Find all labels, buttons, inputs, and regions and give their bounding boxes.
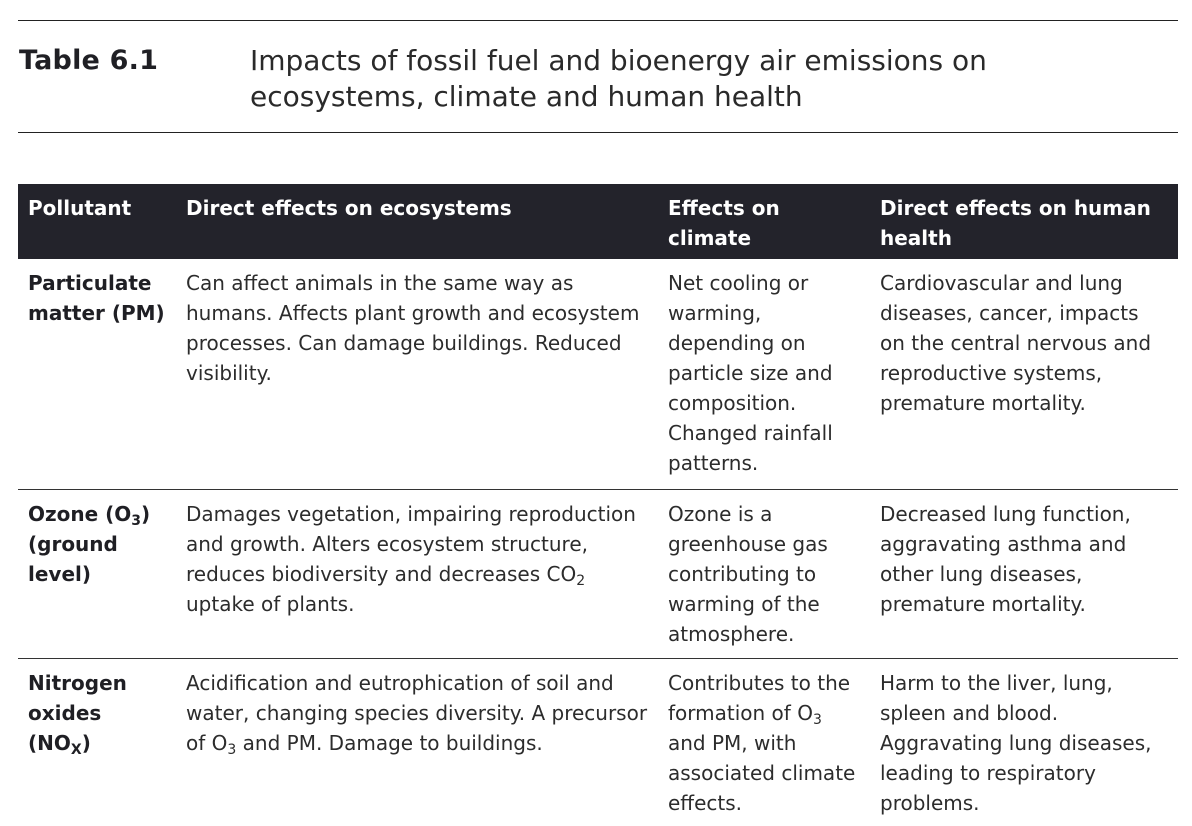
subscript: 2 xyxy=(576,573,585,589)
table-row-particulate-matter: Particulate matter (PM) Can affect anima… xyxy=(18,259,1178,490)
subscript: 3 xyxy=(227,742,236,758)
table-header: Pollutant Direct effects on ecosystems E… xyxy=(18,184,1178,259)
top-rule xyxy=(18,20,1178,21)
health-cell: Decreased lung function, aggravating ast… xyxy=(870,490,1178,659)
table-row-nitrogen-oxides: Nitrogen oxides (NOX) Acidification and … xyxy=(18,659,1178,826)
ecosystems-text: and PM. Damage to buildings. xyxy=(236,731,542,755)
col-header-climate: Effects on climate xyxy=(658,184,870,259)
pollutant-text: ) xyxy=(82,731,91,755)
pollutant-cell: Ozone (O3) (ground level) xyxy=(18,490,176,659)
table-number: Table 6.1 xyxy=(19,45,158,76)
subscript: 3 xyxy=(813,712,822,728)
pollutant-cell: Nitrogen oxides (NOX) xyxy=(18,659,176,826)
ecosystems-cell: Can affect animals in the same way as hu… xyxy=(176,259,658,490)
climate-cell: Contributes to the formation of O3 and P… xyxy=(658,659,870,826)
header-row: Pollutant Direct effects on ecosystems E… xyxy=(18,184,1178,259)
col-header-ecosystems: Direct effects on ecosystems xyxy=(176,184,658,259)
ecosystems-cell: Damages vegetation, impairing reproducti… xyxy=(176,490,658,659)
emissions-impact-table: Pollutant Direct effects on ecosystems E… xyxy=(18,184,1178,826)
ecosystems-text: Damages vegetation, impairing reproducti… xyxy=(186,502,636,586)
ecosystems-cell: Acidification and eutrophication of soil… xyxy=(176,659,658,826)
col-header-pollutant: Pollutant xyxy=(18,184,176,259)
climate-cell: Net cooling or warming, depending on par… xyxy=(658,259,870,490)
climate-text: and PM, with associated climate effects. xyxy=(668,731,855,815)
ecosystems-text: uptake of plants. xyxy=(186,592,354,616)
health-cell: Harm to the liver, lung, spleen and bloo… xyxy=(870,659,1178,826)
col-header-health: Direct effects on human health xyxy=(870,184,1178,259)
table-title: Impacts of fossil fuel and bioenergy air… xyxy=(250,43,1150,115)
subscript: X xyxy=(71,742,82,758)
table-row-ozone: Ozone (O3) (ground level) Damages vegeta… xyxy=(18,490,1178,659)
title-bottom-rule xyxy=(18,132,1178,133)
climate-text: Contributes to the formation of O xyxy=(668,671,850,725)
pollutant-text: Ozone (O xyxy=(28,502,131,526)
pollutant-cell: Particulate matter (PM) xyxy=(18,259,176,490)
subscript: 3 xyxy=(131,513,141,529)
health-cell: Cardiovascular and lung diseases, cancer… xyxy=(870,259,1178,490)
climate-cell: Ozone is a greenhouse gas contributing t… xyxy=(658,490,870,659)
